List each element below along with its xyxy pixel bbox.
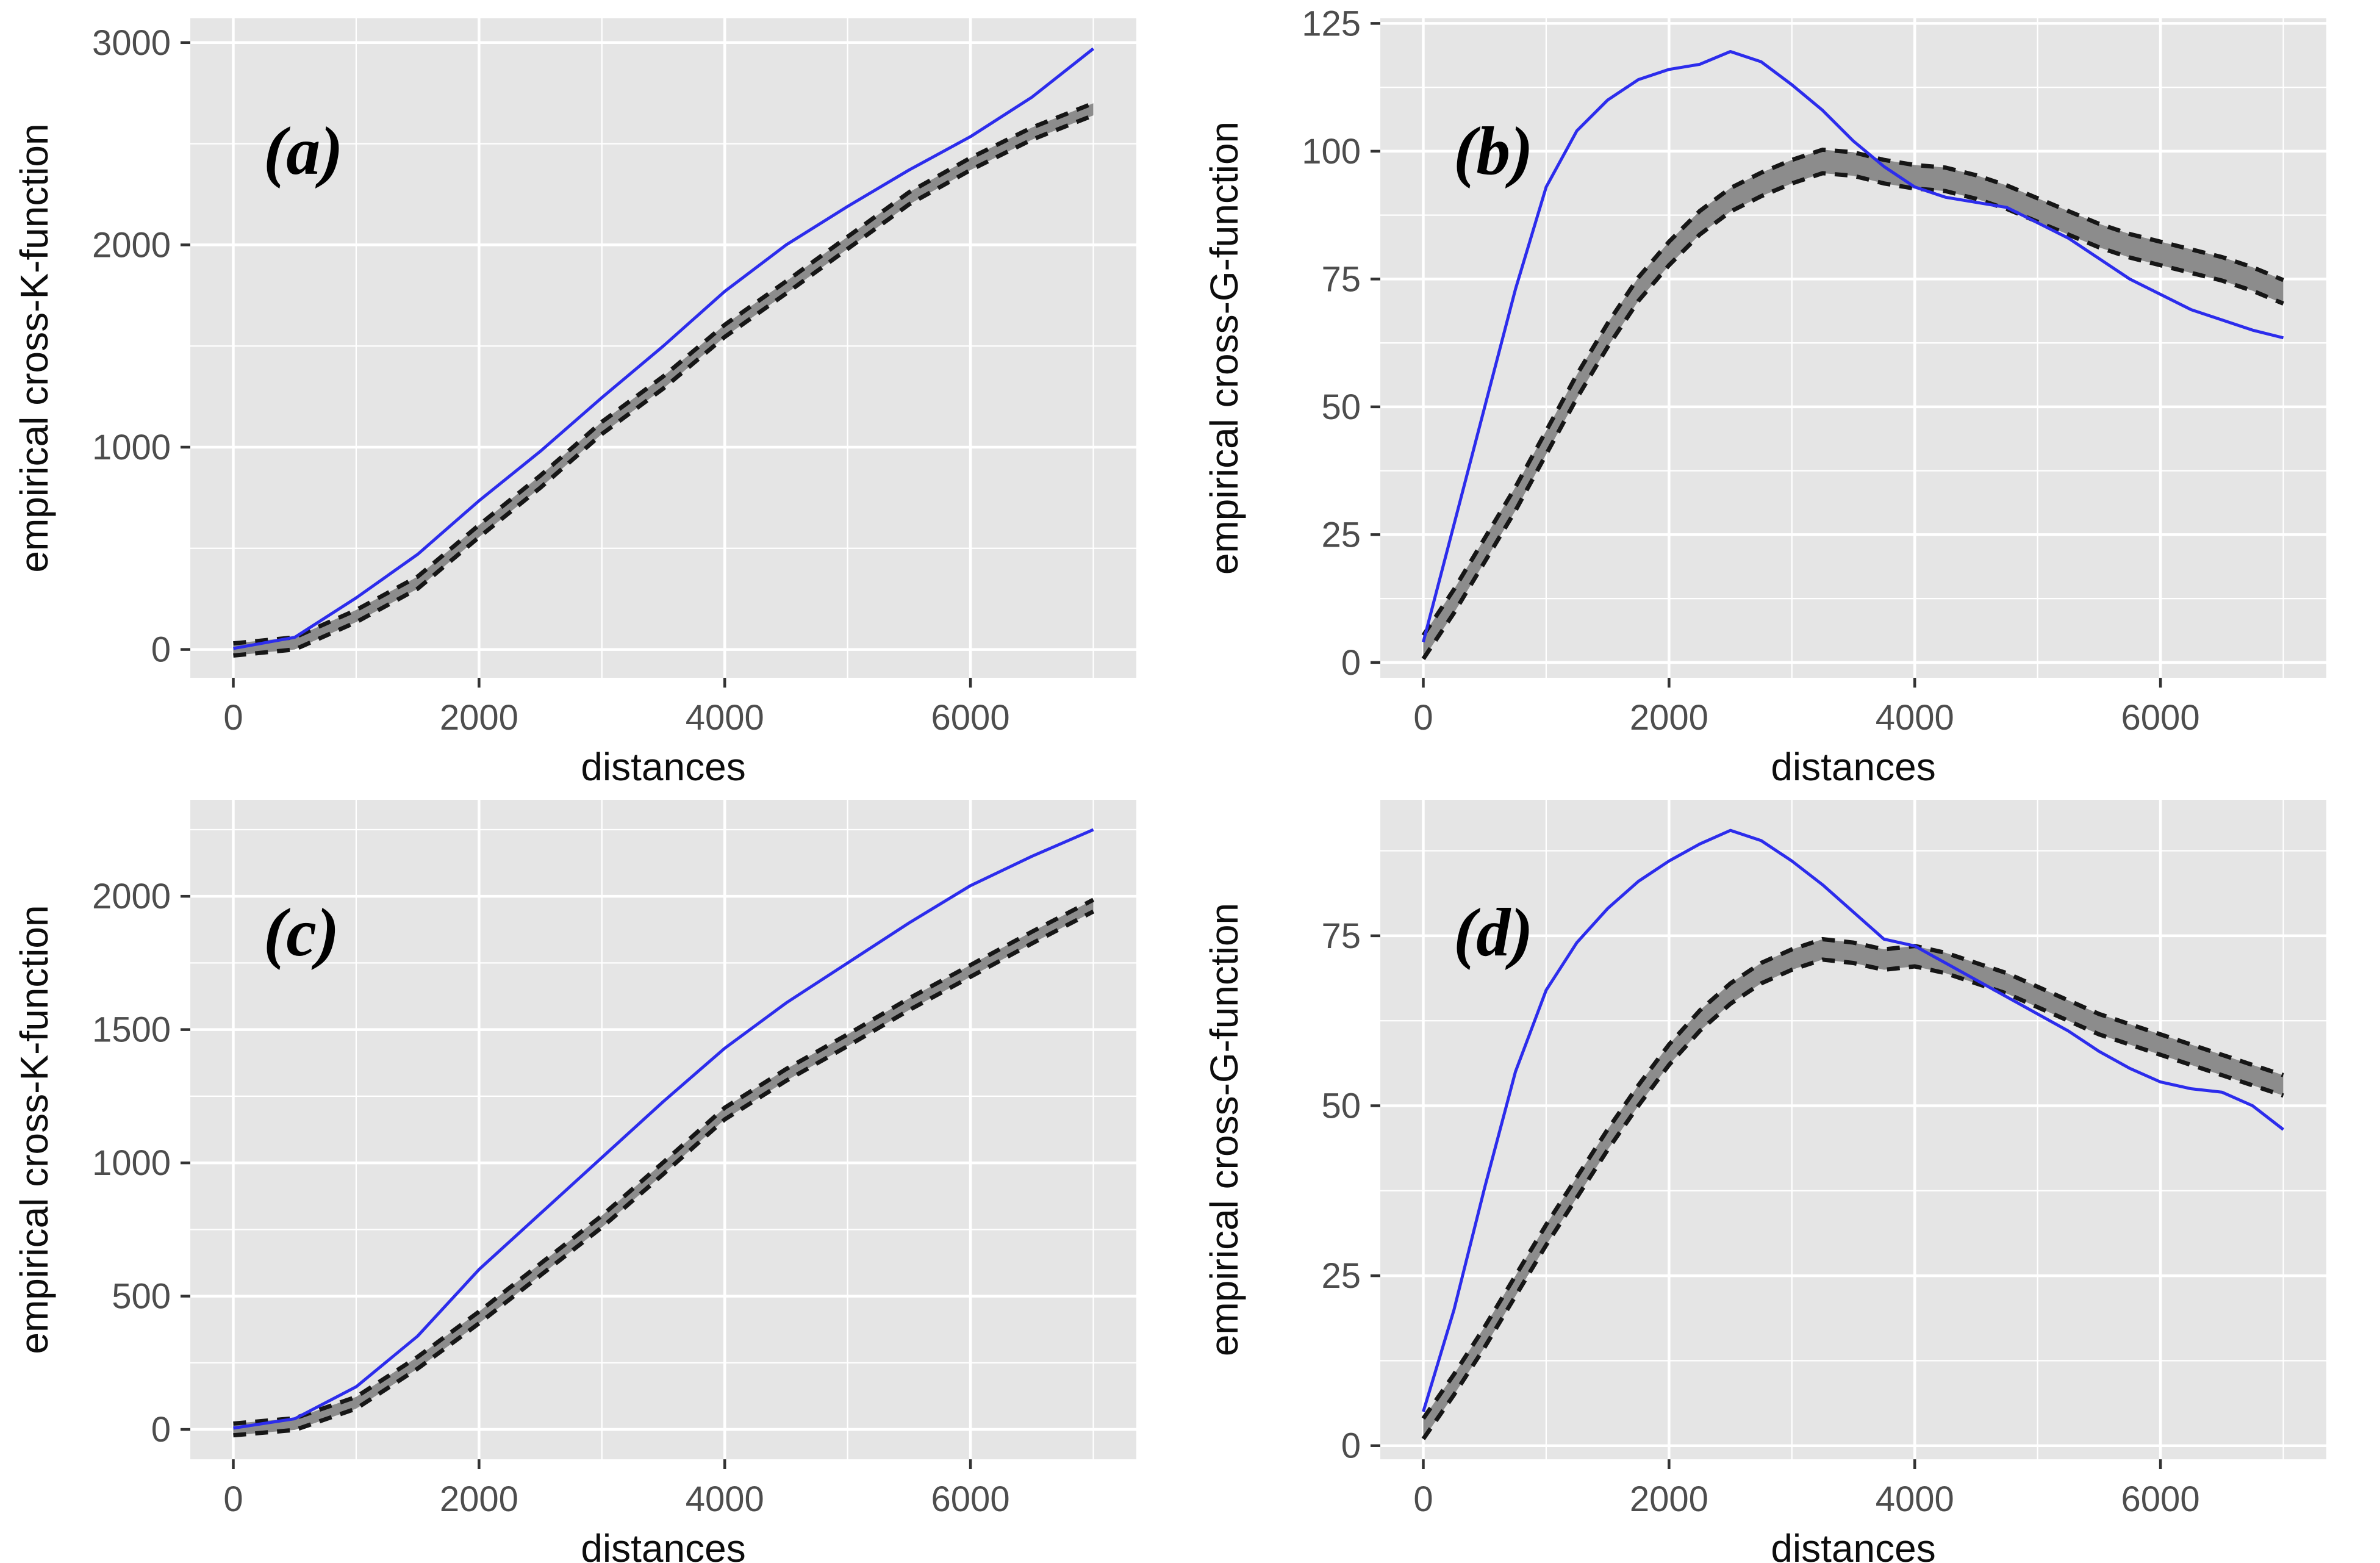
panel-b: 0 2000 4000 6000 0 25 50 75 100 125 distances empir… <box>1190 0 2380 782</box>
y-tick-label: 2000 <box>92 225 171 265</box>
y-tick-label: 125 <box>1302 4 1361 43</box>
x-axis-title: distances <box>1771 745 1935 782</box>
x-tick-label: 2000 <box>440 698 518 738</box>
y-tick-label: 500 <box>112 1277 171 1317</box>
y-tick-label: 100 <box>1302 132 1361 171</box>
y-axis-title: empirical cross-K-function <box>12 905 56 1354</box>
x-tick-label: 2000 <box>1630 1479 1708 1519</box>
envelope-upper-dashed-line <box>233 897 1095 1426</box>
x-tick-label: 4000 <box>686 698 764 738</box>
chart-cross-k-c: 0 2000 4000 6000 0 500 1000 1500 2000 distances em… <box>12 800 1136 1563</box>
panel-letter: (b) <box>1453 113 1533 189</box>
x-tick-label: 0 <box>1413 698 1433 738</box>
chart-cross-g-d: 0 2000 4000 6000 0 25 50 75 distances empirical c… <box>1202 800 2326 1563</box>
envelope-lower-dashed-line <box>1421 171 2284 660</box>
y-tick-label: 3000 <box>92 23 171 63</box>
panel-d: 0 2000 4000 6000 0 25 50 75 distances empirical c… <box>1190 782 2380 1563</box>
y-tick-label: 0 <box>1341 643 1361 683</box>
plot-background <box>1380 18 2326 678</box>
y-tick-label: 75 <box>1321 916 1361 956</box>
y-tick-label: 2000 <box>92 877 171 916</box>
x-tick-label: 0 <box>223 1479 243 1519</box>
panel-letter: (c) <box>263 895 339 971</box>
plot-background <box>190 800 1136 1459</box>
y-tick-label: 0 <box>151 1410 171 1450</box>
x-axis-title: distances <box>1771 1526 1935 1563</box>
y-tick-label: 25 <box>1321 1256 1361 1296</box>
chart-cross-g-b: 0 2000 4000 6000 0 25 50 75 100 125 distances empir… <box>1202 4 2326 782</box>
observed-line <box>1422 49 2284 642</box>
x-tick-label: 4000 <box>1876 698 1954 738</box>
envelope-ribbon <box>233 103 1094 656</box>
panel-letter: (a) <box>263 113 343 189</box>
y-tick-label: 25 <box>1321 515 1361 555</box>
envelope-upper-dashed-line <box>1421 936 2284 1420</box>
observed-line <box>1422 828 2285 1412</box>
x-tick-label: 6000 <box>2121 698 2200 738</box>
x-tick-label: 0 <box>223 698 243 738</box>
x-tick-label: 4000 <box>1876 1479 1954 1519</box>
envelope-upper-dashed-line <box>1421 147 2284 637</box>
x-tick-label: 6000 <box>931 1479 1010 1519</box>
observed-line <box>233 828 1094 1430</box>
panel-letter: (d) <box>1453 895 1533 971</box>
y-axis-title: empirical cross-K-function <box>12 123 56 572</box>
x-tick-label: 0 <box>1413 1479 1433 1519</box>
observed-line <box>233 47 1095 650</box>
y-tick-label: 50 <box>1321 387 1361 427</box>
envelope-lower-dashed-line <box>233 909 1095 1438</box>
chart-cross-k-a: 0 2000 4000 6000 0 1000 2000 3000 distances empir… <box>12 18 1136 782</box>
x-axis-title: distances <box>581 1526 745 1563</box>
y-tick-label: 75 <box>1321 259 1361 299</box>
y-axis-title: empirical cross-G-function <box>1202 121 1246 575</box>
x-tick-label: 6000 <box>2121 1479 2200 1519</box>
y-axis-title: empirical cross-G-function <box>1202 903 1246 1356</box>
x-tick-label: 4000 <box>686 1479 764 1519</box>
plot-background <box>190 18 1136 678</box>
x-tick-label: 2000 <box>1630 698 1708 738</box>
y-tick-label: 50 <box>1321 1086 1361 1126</box>
panel-a: 0 2000 4000 6000 0 1000 2000 3000 distances empir… <box>0 0 1190 782</box>
y-tick-label: 0 <box>1341 1426 1361 1466</box>
x-tick-label: 6000 <box>931 698 1010 738</box>
y-tick-label: 1500 <box>92 1010 171 1050</box>
envelope-lower-dashed-line <box>1421 957 2284 1440</box>
y-tick-label: 1000 <box>92 1143 171 1183</box>
envelope-lower-dashed-line <box>233 113 1094 658</box>
panel-c: 0 2000 4000 6000 0 500 1000 1500 2000 distances em… <box>0 782 1190 1563</box>
y-tick-label: 1000 <box>92 428 171 467</box>
y-tick-label: 0 <box>151 630 171 670</box>
x-tick-label: 2000 <box>440 1479 518 1519</box>
envelope-ribbon <box>233 899 1094 1435</box>
plot-background <box>1380 800 2326 1459</box>
envelope-upper-dashed-line <box>233 101 1094 646</box>
x-axis-title: distances <box>581 745 745 782</box>
